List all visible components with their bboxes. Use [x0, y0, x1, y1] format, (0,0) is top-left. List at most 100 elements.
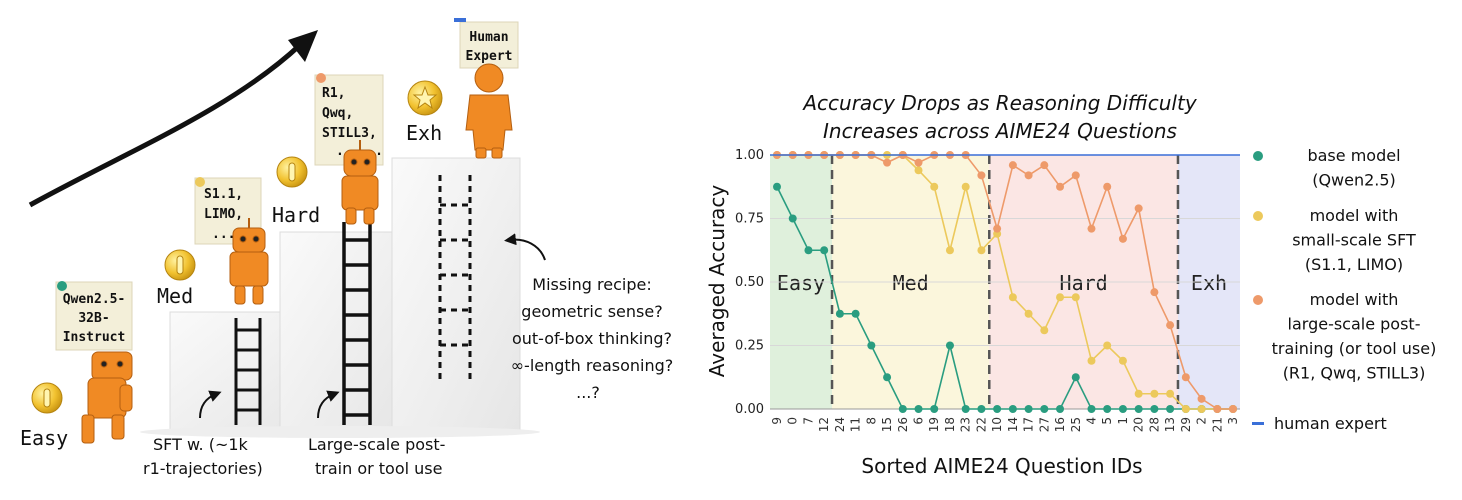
series-2-point — [1056, 182, 1065, 191]
note-s1-line1: S1.1, — [204, 187, 243, 202]
x-tick-label: 5 — [1100, 417, 1114, 425]
legend-marker-2 — [1253, 295, 1263, 305]
ladder-hard — [342, 222, 372, 425]
caption-missing-line1: Missing recipe: — [532, 275, 651, 294]
series-2-point — [1040, 161, 1049, 170]
x-tick-label: 28 — [1147, 417, 1161, 432]
series-2-point — [1181, 373, 1190, 382]
x-tick-label: 3 — [1226, 417, 1240, 425]
robot-med — [229, 218, 269, 305]
x-tick-label: 6 — [912, 417, 926, 425]
human-figure — [465, 63, 513, 159]
series-1-point — [1166, 389, 1175, 398]
series-0-point — [961, 405, 970, 413]
caption-sft-line1: SFT w. (~1k — [153, 435, 249, 454]
series-0-point — [1118, 405, 1127, 413]
ladder-missing — [438, 175, 472, 380]
legend-text-0-0: base model — [1307, 146, 1400, 165]
series-0-point — [993, 405, 1002, 413]
series-1-point — [930, 182, 939, 191]
y-tick-label: 0.75 — [735, 212, 764, 227]
note-r1-line3: STILL3, — [322, 126, 377, 141]
region-label-hard: Hard — [1060, 271, 1108, 295]
x-tick-label: 16 — [1053, 417, 1067, 432]
series-0-point — [1087, 405, 1096, 413]
series-0-point — [835, 309, 844, 318]
series-2-point — [883, 158, 892, 167]
y-tick-label: 1.00 — [735, 148, 764, 163]
series-1-point — [977, 246, 986, 255]
series-1-point — [1071, 293, 1080, 302]
y-tick-label: 0.00 — [735, 402, 764, 417]
block-exh — [391, 157, 521, 431]
region-label-easy: Easy — [777, 271, 825, 295]
series-2-point — [1118, 234, 1127, 243]
floor-shadow — [140, 426, 540, 438]
y-tick-label: 0.50 — [735, 275, 764, 290]
series-0-point — [851, 309, 860, 318]
x-tick-label: 21 — [1210, 417, 1224, 432]
chart-title-line2: Increases across AIME24 Questions — [823, 119, 1177, 143]
caption-missing-line4: ∞-length reasoning? — [511, 356, 674, 375]
legend-marker-1 — [1253, 211, 1263, 221]
legend-text-1-2: (S1.1, LIMO) — [1305, 255, 1403, 274]
staircase-illustration: Qwen2.5- 32B- Instruct S1.1, LIMO, .....… — [20, 18, 673, 478]
pointer-arrow-missing — [504, 233, 546, 261]
x-tick-label: 11 — [849, 417, 863, 432]
x-tick-label: 25 — [1069, 417, 1083, 432]
series-0-point — [804, 246, 813, 255]
series-1-point — [1103, 341, 1112, 350]
series-0-point — [1150, 405, 1159, 413]
x-tick-label: 23 — [959, 417, 973, 432]
legend-text-3-0: human expert — [1274, 414, 1387, 433]
x-tick-label: 22 — [974, 417, 988, 432]
x-tick-label: 14 — [1006, 417, 1020, 432]
ladder-med — [234, 318, 262, 425]
y-axis-label: Averaged Accuracy — [705, 185, 729, 378]
series-1-point — [1087, 356, 1096, 365]
chart-title-line1: Accuracy Drops as Reasoning Difficulty — [801, 91, 1197, 115]
x-tick-label: 9 — [770, 417, 784, 425]
x-tick-label: 20 — [1132, 417, 1146, 432]
note-qwen-line1: Qwen2.5- — [63, 292, 126, 307]
robot-hard — [341, 140, 379, 225]
series-1-point — [1024, 309, 1033, 318]
pointer-arrow-large — [317, 390, 340, 419]
series-0-point — [977, 405, 986, 413]
x-tick-label: 10 — [990, 417, 1004, 432]
legend-text-2-0: model with — [1310, 290, 1399, 309]
legend-marker-3 — [1252, 422, 1264, 425]
series-1-point — [1118, 356, 1127, 365]
caption-missing-line5: ...? — [576, 383, 600, 402]
x-tick-label: 4 — [1084, 417, 1098, 425]
series-2-point — [1150, 288, 1159, 297]
note-human-line2: Expert — [466, 49, 513, 64]
accuracy-chart: Accuracy Drops as Reasoning Difficulty I… — [705, 91, 1436, 478]
series-2-point — [1134, 204, 1143, 213]
series-0-point — [1024, 405, 1033, 413]
series-0-point — [788, 214, 797, 223]
note-human: Human Expert — [454, 18, 519, 69]
block-hard — [279, 231, 401, 431]
series-1-point — [945, 246, 954, 255]
level-label-exh: Exh — [406, 121, 442, 145]
pointer-arrow-sft — [199, 390, 222, 419]
x-tick-label: 24 — [833, 417, 847, 432]
coin-exh-icon — [407, 80, 443, 116]
progress-arrow-head — [288, 30, 318, 62]
x-tick-label: 29 — [1179, 417, 1193, 432]
note-r1-line1: R1, — [322, 86, 345, 101]
series-0-point — [1056, 405, 1065, 413]
caption-missing-line3: out-of-box thinking? — [512, 329, 672, 348]
series-0-point — [1071, 373, 1080, 382]
series-1-point — [1197, 405, 1206, 413]
legend-marker-0 — [1253, 151, 1263, 161]
legend-text-2-2: training (or tool use) — [1272, 339, 1437, 358]
series-0-point — [820, 246, 829, 255]
series-1-point — [1150, 389, 1159, 398]
x-tick-label: 15 — [880, 417, 894, 432]
x-tick-label: 12 — [817, 417, 831, 432]
coin-easy-icon — [31, 382, 63, 414]
note-qwen: Qwen2.5- 32B- Instruct — [55, 281, 133, 351]
